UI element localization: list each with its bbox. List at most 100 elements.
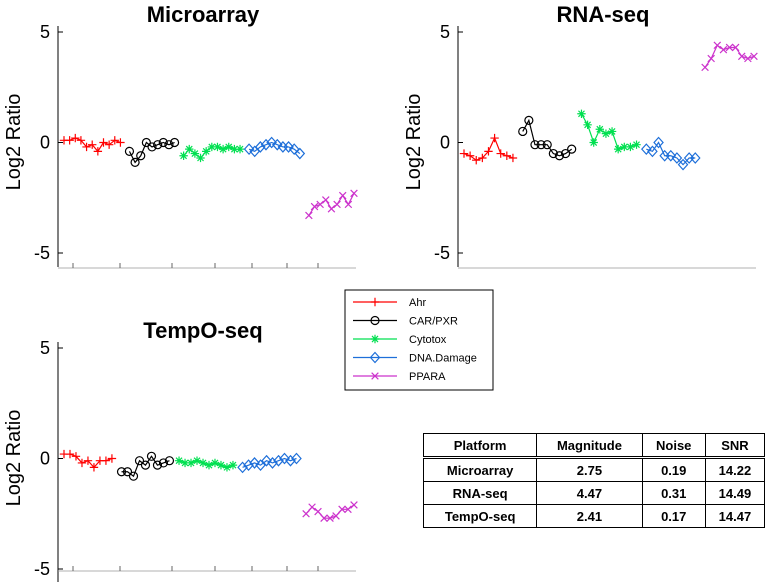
data-point xyxy=(508,153,518,163)
y-tick-label: 0 xyxy=(440,133,450,153)
data-point xyxy=(158,458,169,468)
data-point xyxy=(83,456,93,465)
data-point xyxy=(147,142,157,152)
header-snr: SNR xyxy=(704,433,766,459)
legend-item: CAR/PXR xyxy=(353,316,458,328)
data-point xyxy=(677,158,689,171)
data-point xyxy=(273,454,284,467)
data-point xyxy=(560,148,571,159)
data-point xyxy=(554,151,565,161)
data-point xyxy=(332,512,340,520)
series-cytotox xyxy=(174,456,238,472)
data-point xyxy=(124,146,135,156)
data-point xyxy=(213,142,222,152)
legend-label: DNA.Damage xyxy=(409,353,477,365)
series-ppara xyxy=(305,189,358,220)
data-point xyxy=(567,144,577,154)
data-point xyxy=(185,144,194,154)
cell-platform: TempO-seq xyxy=(422,504,538,528)
data-point xyxy=(548,148,558,159)
table-row: RNA-seq 4.47 0.31 14.49 xyxy=(422,481,766,505)
data-point xyxy=(89,463,99,472)
data-point xyxy=(71,133,80,143)
data-point xyxy=(116,138,125,147)
data-point xyxy=(196,153,205,163)
data-point xyxy=(536,140,546,150)
series-line xyxy=(704,44,755,68)
data-point xyxy=(344,505,352,514)
data-point xyxy=(279,452,290,465)
legend-marker xyxy=(369,351,381,364)
series-dna-damage xyxy=(243,136,306,160)
data-point xyxy=(134,456,145,466)
cell-magnitude: 4.47 xyxy=(536,481,643,505)
series-ppara xyxy=(302,501,358,522)
y-tick-label: 5 xyxy=(40,338,50,358)
data-point xyxy=(620,142,629,152)
data-point xyxy=(725,43,734,52)
data-point xyxy=(141,137,151,148)
series-dna-damage xyxy=(237,452,302,474)
series-line xyxy=(305,504,355,519)
y-tick-label: 0 xyxy=(40,449,50,469)
data-point xyxy=(601,129,611,138)
data-point xyxy=(750,52,758,61)
legend-label: PPARA xyxy=(409,371,446,383)
data-point xyxy=(179,151,188,160)
data-point xyxy=(632,140,641,149)
data-point xyxy=(164,140,174,150)
data-point xyxy=(77,458,87,468)
legend-marker xyxy=(371,372,379,380)
data-point xyxy=(107,454,117,463)
data-point xyxy=(524,115,534,126)
data-point xyxy=(316,200,324,209)
y-tick-label: -5 xyxy=(34,559,50,579)
data-point xyxy=(288,143,300,156)
series-ahr xyxy=(459,133,518,165)
series-car-pxr xyxy=(518,115,577,161)
y-axis-label: Log2 Ratio xyxy=(403,94,425,191)
data-point xyxy=(326,514,334,522)
data-point xyxy=(322,196,330,204)
data-point xyxy=(222,463,232,472)
data-point xyxy=(153,140,163,150)
data-point xyxy=(201,147,211,156)
header-noise: Noise xyxy=(641,433,706,459)
data-point xyxy=(198,458,208,468)
data-point xyxy=(305,211,313,220)
data-point xyxy=(210,458,220,468)
data-point xyxy=(82,142,91,152)
data-point xyxy=(110,136,119,145)
data-point xyxy=(502,151,512,160)
legend-marker xyxy=(370,315,380,326)
data-point xyxy=(228,460,238,470)
y-tick-label: 5 xyxy=(40,22,50,42)
data-point xyxy=(459,149,469,158)
data-point xyxy=(65,449,75,459)
data-point xyxy=(130,157,140,167)
data-point xyxy=(216,460,226,470)
data-point xyxy=(314,507,322,516)
data-point xyxy=(613,144,623,154)
data-point xyxy=(267,457,278,469)
y-axis-label: Log2 Ratio xyxy=(3,410,25,507)
legend-label: Cytotox xyxy=(409,334,447,346)
data-point xyxy=(308,503,316,511)
panel-microarray: Microarray 5 0 -5 Log2 Ratio xyxy=(3,2,358,269)
data-point xyxy=(542,140,552,150)
y-tick-label: -5 xyxy=(34,243,50,263)
data-point xyxy=(266,136,277,149)
data-point xyxy=(647,145,658,158)
data-point xyxy=(116,467,127,477)
y-tick-label: 5 xyxy=(440,22,450,42)
data-point xyxy=(174,456,184,465)
series-ahr xyxy=(59,133,125,156)
legend-box xyxy=(344,289,494,391)
header-magnitude: Magnitude xyxy=(536,433,643,459)
data-point xyxy=(302,509,310,518)
data-point xyxy=(230,144,239,154)
data-point xyxy=(99,138,108,147)
series-ppara xyxy=(701,41,758,72)
data-point xyxy=(207,142,217,152)
